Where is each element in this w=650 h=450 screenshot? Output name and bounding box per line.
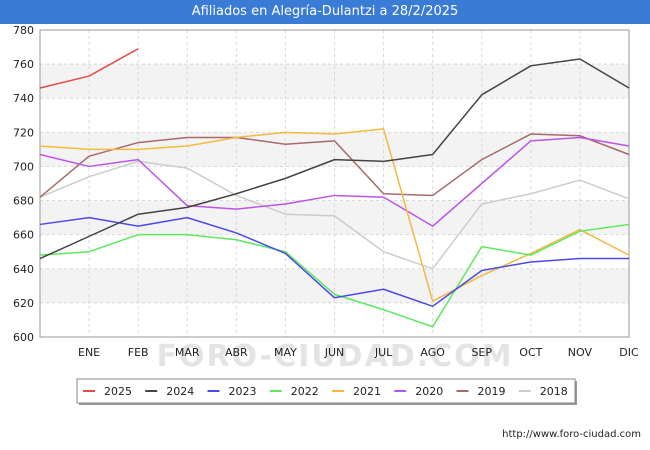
y-tick-label: 700: [13, 160, 34, 173]
legend-label-2025: 2025: [104, 385, 132, 398]
y-tick-label: 660: [13, 229, 34, 242]
legend-box: [76, 378, 576, 404]
y-tick-label: 720: [13, 126, 34, 139]
x-tick-label: ENE: [78, 346, 100, 359]
series-line-2021: [39, 128, 630, 302]
plot-band: [40, 64, 629, 99]
source-link[interactable]: http://www.foro-ciudad.com: [502, 429, 641, 440]
chart-title: Afiliados en Alegría-Dulantzi a 28/2/202…: [0, 0, 650, 24]
y-tick-label: 740: [13, 92, 34, 105]
y-tick-label: 620: [13, 297, 34, 310]
x-tick-label: MAR: [175, 346, 200, 359]
series-line-2020: [39, 136, 630, 227]
x-tick-label: MAY: [274, 346, 297, 359]
series-line-2019: [39, 133, 630, 198]
series-line-2022: [39, 223, 630, 328]
x-tick-label: ABR: [225, 346, 248, 359]
legend-label-2018: 2018: [540, 385, 568, 398]
y-tick-label: 640: [13, 263, 34, 276]
legend-label-2023: 2023: [229, 385, 257, 398]
plot-frame: [39, 29, 630, 338]
legend-label-2019: 2019: [478, 385, 506, 398]
legend-label-2024: 2024: [166, 385, 194, 398]
watermark: FORO-CIUDAD.COM: [157, 339, 514, 374]
x-tick-label: DIC: [619, 346, 639, 359]
y-tick-label: 680: [13, 195, 34, 208]
y-tick-label: 600: [13, 331, 34, 344]
series-line-2024: [39, 58, 630, 260]
x-tick-label: JUL: [374, 346, 393, 359]
legend-label-2022: 2022: [291, 385, 319, 398]
x-tick-label: FEB: [128, 346, 149, 359]
y-tick-label: 760: [13, 58, 34, 71]
legend-label-2021: 2021: [353, 385, 381, 398]
x-tick-label: JUN: [324, 346, 345, 359]
plot-band: [40, 30, 629, 65]
plot-band: [40, 234, 629, 269]
legend-label-2020: 2020: [415, 385, 443, 398]
x-tick-label: AGO: [420, 346, 445, 359]
y-tick-label: 780: [13, 24, 34, 37]
series-line-2023: [39, 216, 629, 308]
x-tick-label: NOV: [568, 346, 593, 359]
x-tick-label: OCT: [519, 346, 542, 359]
series-line-2025: [39, 48, 139, 89]
series-line-2018: [39, 160, 630, 270]
x-tick-label: SEP: [471, 346, 492, 359]
